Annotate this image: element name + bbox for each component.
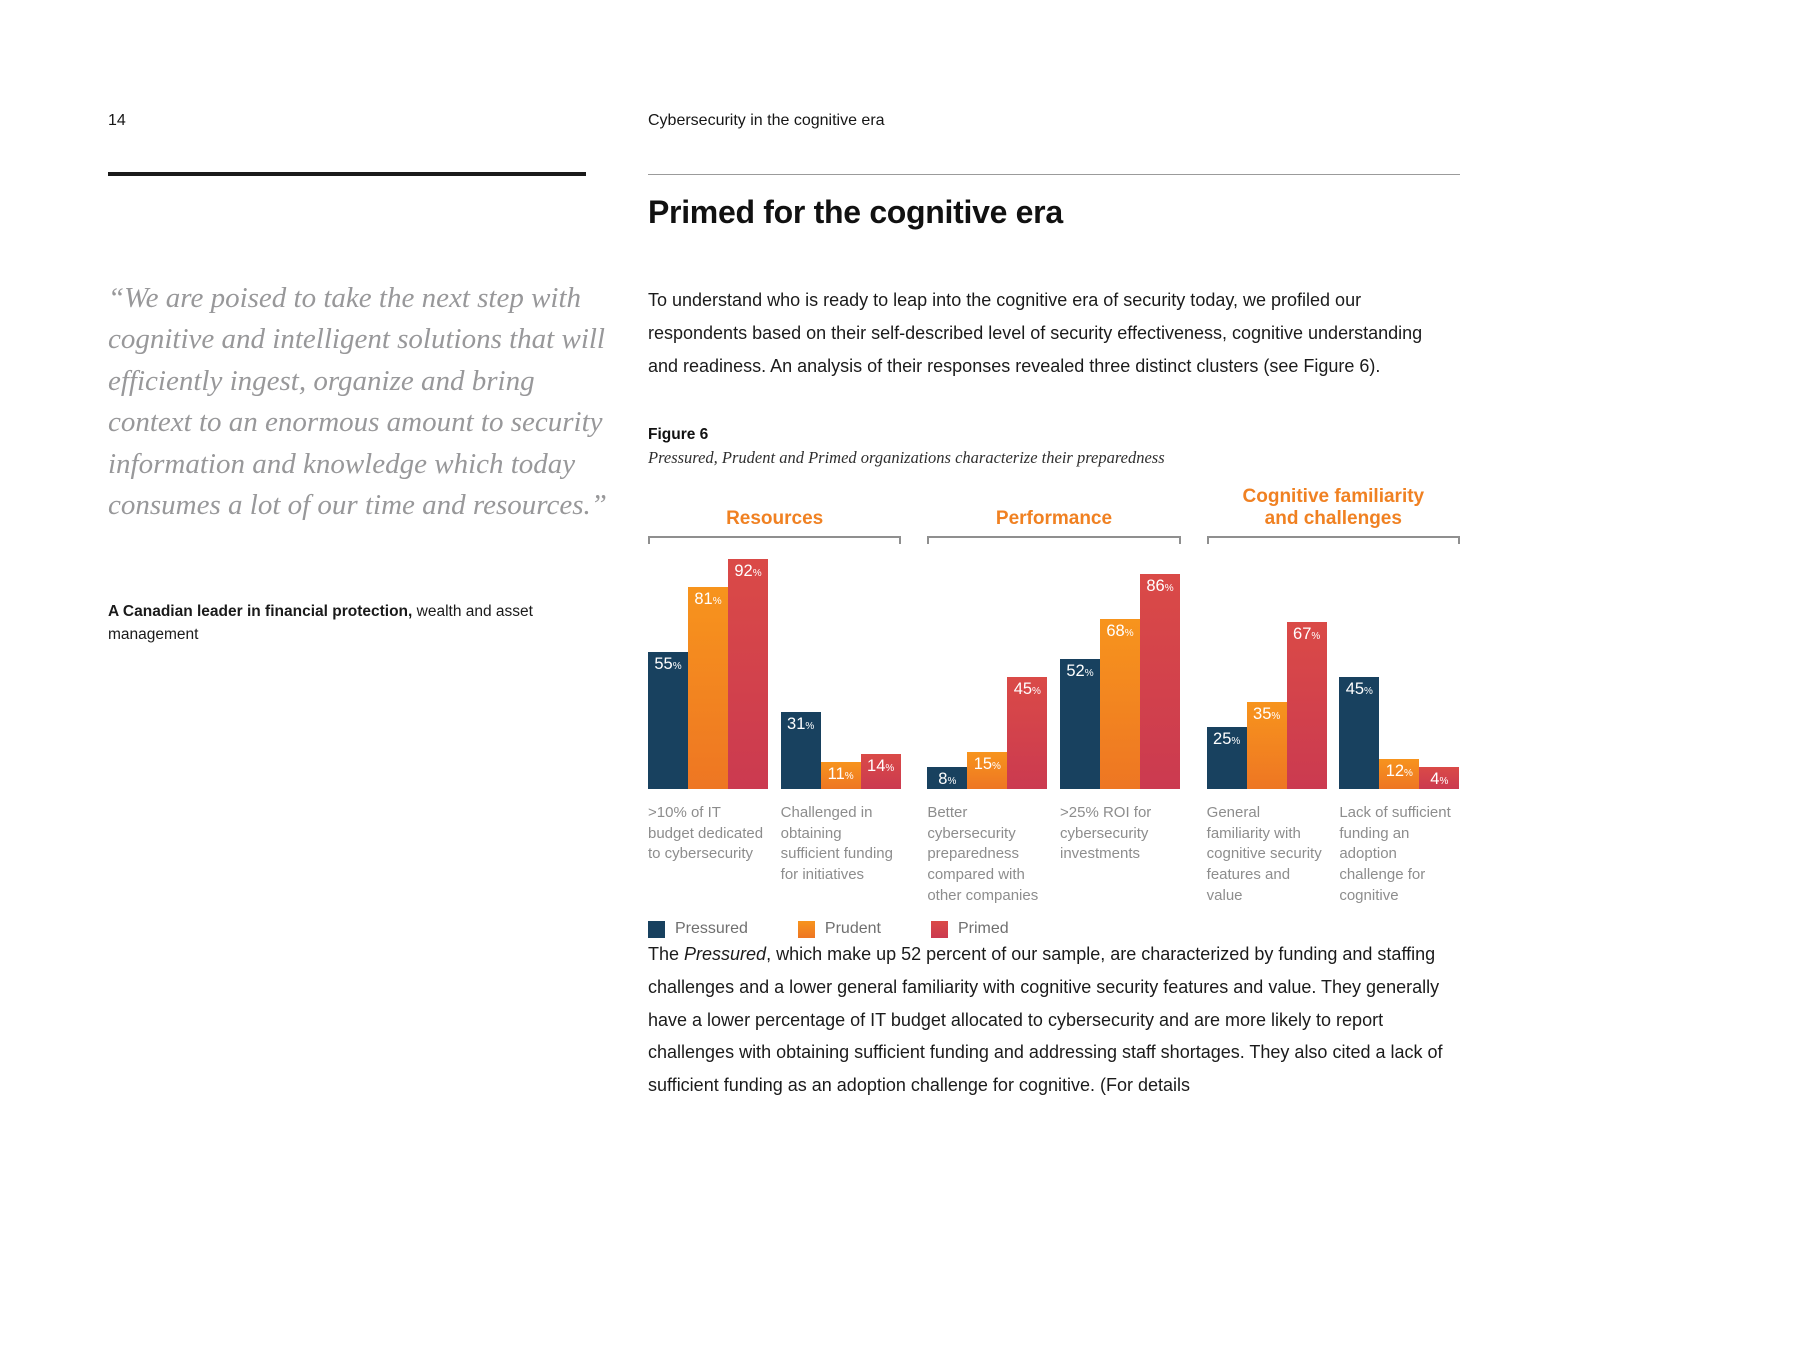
closing-prefix: The [648, 944, 685, 964]
bar-primed: 86% [1140, 574, 1180, 789]
group-categories: 8% 15% 45% Better cybersecurity preparednes… [927, 554, 1180, 906]
figure-6-chart: Resources 55% 81% 92% >10% of IT budget dedi… [648, 482, 1460, 906]
category-label: Better cybersecurity preparedness compar… [927, 804, 1039, 904]
category-bars: 55% 81% 92% [648, 554, 769, 789]
bar-primed: 67% [1286, 621, 1327, 789]
bar-value-label: 8% [938, 770, 957, 788]
bar-pressured: 8% [927, 767, 968, 789]
figure-label: Figure 6 [648, 426, 709, 443]
legend-swatch [797, 920, 815, 938]
group-header: Resources [648, 482, 901, 530]
category-bars: 31% 11% 14% [780, 554, 902, 789]
bar-prudent: 35% [1246, 701, 1287, 789]
figure-caption: Pressured, Prudent and Primed organizati… [648, 448, 1165, 467]
article-title: Primed for the cognitive era [648, 194, 1063, 230]
bar-primed: 92% [728, 559, 768, 789]
chart-group: Performance 8% 15% 45% Better cybersecurity … [927, 482, 1181, 906]
chart-group: Cognitive familiarity and challenges 25% 35… [1206, 482, 1460, 906]
bar-value-label: 55% [654, 654, 682, 673]
legend-item-pressured: Pressured [648, 920, 748, 938]
bar-prudent: 81% [688, 586, 728, 789]
bar-value-label: 11% [827, 764, 854, 783]
closing-paragraph: The Pressured, which make up 52 percent … [648, 938, 1466, 1102]
legend-label: Pressured [675, 920, 748, 938]
category-label: Lack of sufficient funding an adoption c… [1339, 804, 1451, 904]
attribution-name: A Canadian leader in financial protectio… [108, 603, 413, 620]
legend-swatch [930, 920, 948, 938]
quote-attribution: A Canadian leader in financial protectio… [108, 600, 578, 647]
legend-label: Prudent [824, 920, 881, 938]
bar-pressured: 45% [1339, 676, 1380, 789]
bar-prudent: 68% [1100, 619, 1140, 789]
bar-pressured: 55% [648, 651, 688, 789]
bar-pressured: 31% [780, 711, 821, 789]
bar-value-label: 68% [1106, 622, 1134, 640]
category: 55% 81% 92% >10% of IT budget dedicated to … [648, 554, 769, 899]
group-bracket [927, 536, 1181, 544]
bar-pressured: 25% [1206, 726, 1247, 789]
category: 31% 11% 14% Challenged in obtaining suffici… [780, 554, 902, 899]
bar-value-label: 14% [867, 757, 895, 775]
bar-value-label: 86% [1146, 577, 1174, 595]
category-bars: 8% 15% 45% [927, 554, 1048, 789]
bar-value-label: 45% [1345, 679, 1373, 698]
group-header: Cognitive familiarity and challenges [1207, 482, 1460, 530]
group-header-line: Cognitive familiarity [1242, 486, 1425, 508]
group-header-line: and challenges [1264, 508, 1402, 530]
bar-prudent: 11% [820, 761, 861, 789]
intro-paragraph: To understand who is ready to leap into … [648, 290, 1423, 376]
figure-6: Resources 55% 81% 92% >10% of IT budget dedi… [648, 482, 1460, 938]
bar-value-label: 31% [787, 714, 815, 733]
bar-value-label: 45% [1013, 679, 1041, 698]
running-header: Cybersecurity in the cognitive era [648, 112, 885, 129]
left-column-rule [108, 172, 586, 176]
attribution-role: wealth and asset management [108, 603, 533, 644]
legend-item-prudent: Prudent [797, 920, 881, 938]
bar-primed: 45% [1007, 676, 1048, 789]
closing-italic: Pressured [684, 944, 767, 964]
group-header: Performance [927, 482, 1180, 530]
legend-label: Primed [957, 920, 1009, 938]
chart-legend: Pressured Prudent Primed [648, 920, 1460, 938]
bar-value-label: 12% [1385, 762, 1413, 780]
bar-value-label: 15% [973, 754, 1001, 773]
category-bars: 25% 35% 67% [1206, 554, 1328, 789]
category-label: >25% ROI for cybersecurity investments [1060, 804, 1152, 863]
bar-value-label: 67% [1293, 624, 1321, 643]
category: 52% 68% 86% >25% ROI for cybersecurity inve… [1060, 554, 1181, 906]
pull-quote: “We are poised to take the next step wit… [108, 282, 607, 522]
category-label: >10% of IT budget dedicated to cybersecu… [648, 804, 764, 863]
bar-primed: 4% [1419, 767, 1460, 789]
category-bars: 45% 12% 4% [1339, 554, 1460, 789]
group-bracket [1206, 536, 1460, 544]
bar-value-label: 81% [694, 589, 722, 608]
bar-value-label: 4% [1430, 770, 1449, 788]
legend-item-primed: Primed [930, 920, 1009, 938]
bar-prudent: 12% [1379, 759, 1420, 789]
group-header-line: Resources [726, 508, 824, 530]
bar-value-label: 92% [734, 562, 762, 580]
page-number: 14 [108, 112, 126, 129]
closing-rest: , which make up 52 percent of our sample… [648, 944, 1443, 1095]
bar-value-label: 35% [1253, 704, 1281, 723]
group-header-line: Performance [995, 508, 1113, 530]
bar-value-label: 52% [1066, 662, 1094, 680]
right-column-rule [648, 174, 1460, 175]
bar-value-label: 25% [1213, 729, 1241, 748]
category: 45% 12% 4% Lack of sufficient funding an ad… [1339, 554, 1460, 906]
bar-primed: 14% [860, 754, 901, 789]
category-bars: 52% 68% 86% [1060, 554, 1181, 789]
chart-group: Resources 55% 81% 92% >10% of IT budget dedi… [648, 482, 902, 906]
category-label: General familiarity with cognitive secur… [1206, 804, 1322, 904]
bar-pressured: 52% [1060, 659, 1100, 789]
group-bracket [648, 536, 902, 544]
category-label: Challenged in obtaining sufficient fundi… [780, 804, 893, 884]
bar-prudent: 15% [967, 751, 1008, 789]
group-categories: 25% 35% 67% General familiarity with cognit… [1206, 554, 1460, 906]
category: 25% 35% 67% General familiarity with cognit… [1206, 554, 1328, 906]
group-categories: 55% 81% 92% >10% of IT budget dedicated to … [648, 554, 901, 899]
legend-swatch [648, 920, 665, 938]
category: 8% 15% 45% Better cybersecurity preparednes… [927, 554, 1048, 906]
